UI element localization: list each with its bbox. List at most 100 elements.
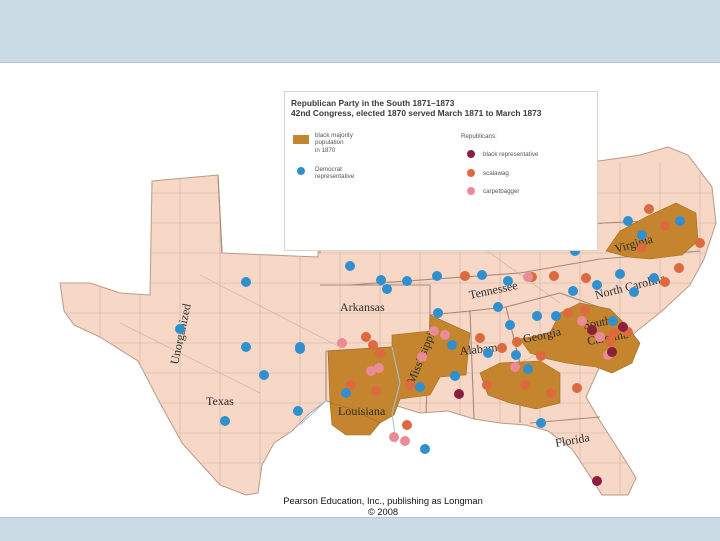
black-representative-marker — [592, 476, 602, 486]
democrat-marker — [402, 276, 412, 286]
democrat-marker — [568, 286, 578, 296]
carpetbagger-marker — [440, 330, 450, 340]
carpetbagger-marker — [510, 362, 520, 372]
scalawag-marker — [368, 340, 378, 350]
democrat-legend-dot — [297, 167, 305, 175]
scalawag-marker — [581, 273, 591, 283]
democrat-marker — [551, 311, 561, 321]
democrat-marker — [450, 371, 460, 381]
legend-democrat-line1: Democrat — [315, 166, 342, 173]
water-lines — [299, 346, 401, 444]
democrat-marker — [241, 277, 251, 287]
scalawag-marker — [609, 328, 619, 338]
democrat-marker — [345, 261, 355, 271]
democrat-marker — [447, 340, 457, 350]
scalawag-marker — [572, 383, 582, 393]
black-representative-marker — [454, 389, 464, 399]
carpetbagger-marker — [595, 332, 605, 342]
scalawag-marker — [346, 380, 356, 390]
legend-republicans-heading: Republicans: — [461, 133, 497, 140]
scalawag-marker — [460, 271, 470, 281]
carpetbagger-marker — [577, 316, 587, 326]
black-representative-legend-dot — [467, 150, 475, 158]
democrat-marker — [532, 311, 542, 321]
democrat-marker — [649, 273, 659, 283]
credit-line2: © 2008 — [367, 507, 399, 517]
democrat-marker — [415, 382, 425, 392]
democrat-marker — [295, 344, 305, 354]
legend-black-majority-line3: in 1870 — [315, 146, 336, 154]
label-florida: Florida — [554, 430, 591, 450]
democrat-marker — [220, 416, 230, 426]
scalawag-marker — [512, 337, 522, 347]
scalawag-marker — [482, 380, 492, 390]
scalawag-marker — [695, 238, 705, 248]
scalawag-marker — [497, 343, 507, 353]
carpetbagger-marker — [429, 326, 439, 336]
black-majority-swatch — [293, 135, 309, 144]
black-representative-marker — [618, 322, 628, 332]
carpetbagger-marker — [374, 363, 384, 373]
black-representative-marker — [607, 347, 617, 357]
democrat-marker — [175, 324, 185, 334]
scalawag-legend-dot — [467, 169, 475, 177]
legend-black-representative: black representative — [483, 151, 539, 158]
black-representative-marker — [587, 325, 597, 335]
legend-title: Republican Party in the South 1871–1873 … — [291, 98, 541, 118]
legend-scalawag: scalawag — [483, 170, 509, 177]
scalawag-marker — [660, 277, 670, 287]
scalawag-marker — [637, 243, 647, 253]
carpetbagger-marker — [523, 272, 533, 282]
scalawag-marker — [549, 271, 559, 281]
legend-black-majority-line2: population — [315, 139, 344, 147]
democrat-marker — [376, 275, 386, 285]
scalawag-marker — [536, 351, 546, 361]
label-texas: Texas — [206, 394, 234, 408]
legend-carpetbagger: carpetbagger — [483, 188, 520, 195]
democrat-marker — [615, 269, 625, 279]
scalawag-marker — [674, 263, 684, 273]
legend-black-majority-line1: black majority — [315, 132, 353, 139]
region-louisiana-delta — [329, 402, 381, 436]
legend-title-line2: 42nd Congress, elected 1870 served March… — [291, 108, 542, 118]
carpetbagger-legend-dot — [467, 187, 475, 195]
democrat-marker — [433, 308, 443, 318]
democrat-marker — [382, 284, 392, 294]
democrat-marker — [629, 287, 639, 297]
scalawag-marker — [546, 388, 556, 398]
scalawag-marker — [475, 333, 485, 343]
label-louisiana: Louisiana — [338, 404, 386, 418]
democrat-marker — [420, 444, 430, 454]
representative-markers — [175, 204, 705, 486]
scalawag-marker — [371, 386, 381, 396]
scalawag-marker — [660, 221, 670, 231]
democrat-marker — [477, 270, 487, 280]
region-virginia — [605, 202, 699, 260]
legend-black-majority: black majority population in 1870 — [315, 132, 353, 154]
scalawag-marker — [563, 308, 573, 318]
scalawag-marker — [361, 332, 371, 342]
legend-title-line1: Republican Party in the South 1871–1873 — [291, 98, 455, 108]
scalawag-marker — [405, 380, 415, 390]
legend-democrat-line2: representative — [315, 173, 355, 181]
democrat-marker — [523, 364, 533, 374]
democrat-marker — [536, 418, 546, 428]
democrat-marker — [592, 280, 602, 290]
scalawag-marker — [520, 380, 530, 390]
democrat-marker — [241, 342, 251, 352]
map-legend: Republican Party in the South 1871–1873 … — [284, 91, 598, 251]
scalawag-marker — [580, 305, 590, 315]
democrat-marker — [341, 388, 351, 398]
democrat-marker — [483, 348, 493, 358]
carpetbagger-marker — [366, 366, 376, 376]
credit-line1: Pearson Education, Inc., publishing as L… — [283, 496, 483, 506]
carpetbagger-marker — [417, 352, 427, 362]
democrat-marker — [493, 302, 503, 312]
democrat-marker — [505, 320, 515, 330]
scalawag-marker — [605, 336, 615, 346]
democrat-marker — [675, 216, 685, 226]
democrat-marker — [293, 406, 303, 416]
democrat-marker — [259, 370, 269, 380]
publisher-credit: Pearson Education, Inc., publishing as L… — [240, 496, 526, 518]
carpetbagger-marker — [389, 432, 399, 442]
